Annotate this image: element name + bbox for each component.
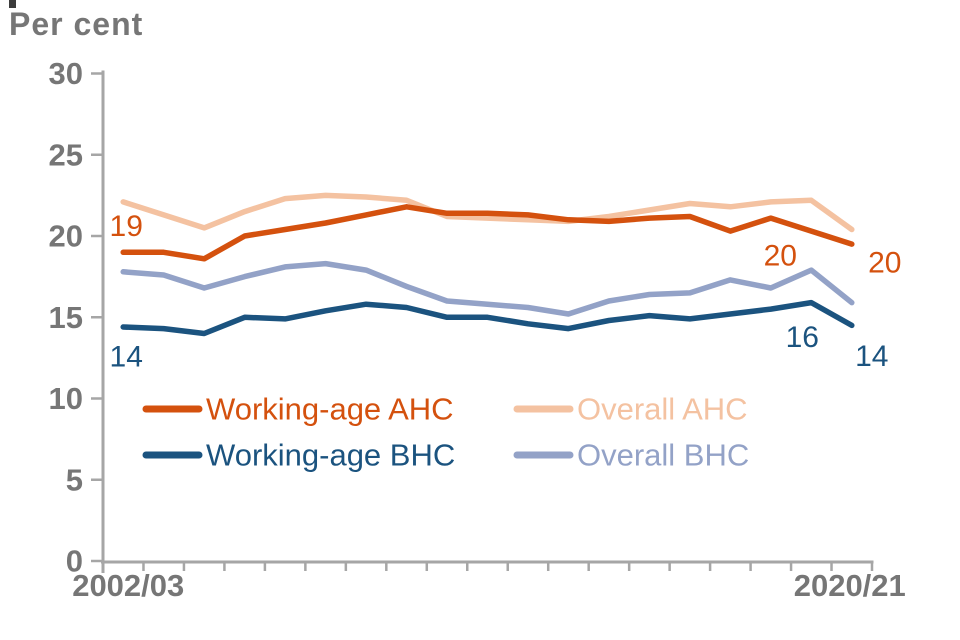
- point-label-working-age-ahc-18: 20: [868, 247, 901, 280]
- y-tick-label-30: 30: [49, 56, 83, 91]
- series-line-working-age-ahc: [120, 204, 855, 262]
- chart-title: Per cent: [9, 6, 144, 42]
- legend-label-working-age-bhc: Working-age BHC: [206, 438, 455, 473]
- y-tick-label-10: 10: [49, 381, 83, 416]
- y-tick-label-0: 0: [66, 544, 83, 579]
- y-tick-label-20: 20: [49, 219, 83, 254]
- legend-label-overall-ahc: Overall AHC: [577, 392, 748, 427]
- series-line-working-age-bhc: [120, 299, 855, 337]
- y-tick-label-15: 15: [49, 300, 83, 335]
- series-line-overall-bhc: [120, 260, 855, 317]
- series-line-overall-ahc: [120, 192, 855, 233]
- point-label-working-age-ahc-17: 20: [764, 240, 797, 273]
- legend-label-overall-bhc: Overall BHC: [577, 438, 749, 473]
- x-axis-label-start: 2002/03: [72, 568, 184, 603]
- point-label-working-age-bhc-17: 16: [786, 321, 819, 354]
- y-tick-label-25: 25: [49, 137, 83, 172]
- legend-label-working-age-ahc: Working-age AHC: [206, 392, 454, 427]
- point-label-working-age-ahc-0: 19: [110, 210, 143, 243]
- point-label-working-age-bhc-0: 14: [110, 341, 143, 374]
- x-axis-label-end: 2020/21: [794, 568, 906, 603]
- crop-artifact-mark: [9, 0, 16, 8]
- y-tick-label-5: 5: [66, 462, 83, 497]
- point-label-working-age-bhc-18: 14: [855, 340, 888, 373]
